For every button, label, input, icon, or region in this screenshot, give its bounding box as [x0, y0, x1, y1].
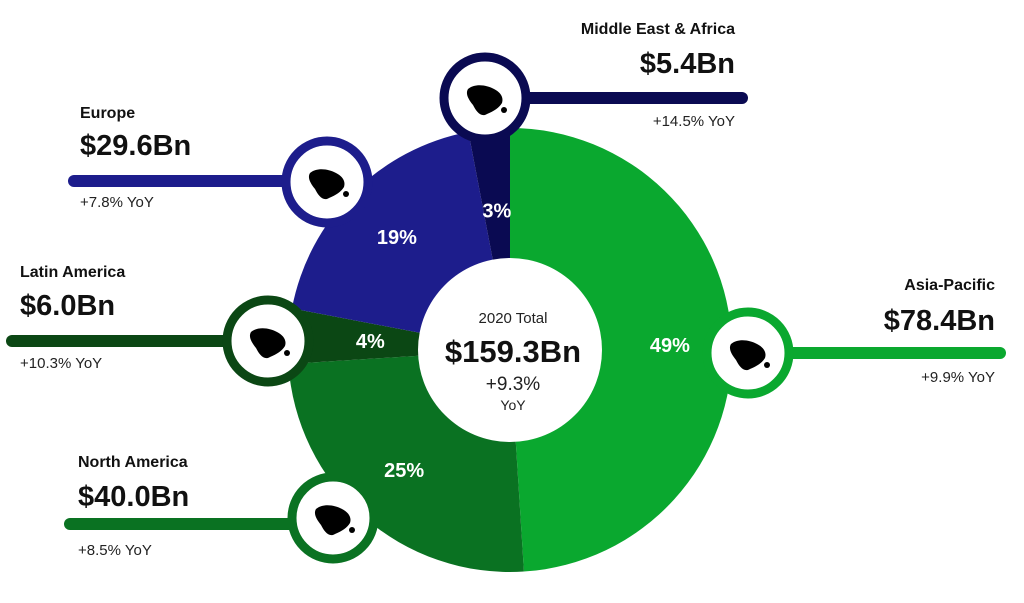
asia-pacific-slice	[510, 128, 732, 572]
south-america-map-icon	[249, 328, 290, 359]
latin-america-badge	[222, 295, 314, 387]
europe-badge	[281, 136, 373, 228]
callout-lines	[6, 92, 1006, 530]
europe-map-icon	[308, 169, 349, 200]
asia-pacific-badge	[702, 307, 794, 399]
north-america-revenue-value: $40.0Bn	[78, 481, 189, 513]
middle-east-and-africa-yoy-growth: +14.5% YoY	[653, 113, 735, 130]
middle-east-and-africa-callout-text: Middle East & Africa $5.4Bn +14.5% YoY	[581, 21, 735, 130]
asia-pacific-revenue-value: $78.4Bn	[884, 305, 995, 337]
europe-revenue-value: $29.6Bn	[80, 130, 191, 162]
africa-map-icon	[466, 85, 507, 116]
asia-pacific-callout-text: Asia-Pacific $78.4Bn +9.9% YoY	[884, 277, 995, 386]
europe-yoy-growth: +7.8% YoY	[80, 194, 154, 211]
latin-america-callout-text: Latin America $6.0Bn +10.3% YoY	[20, 264, 125, 372]
north-america-badge	[287, 472, 379, 564]
middle-east-and-africa-region-name: Middle East & Africa	[581, 21, 735, 38]
slice-labels: 49% 25% 4% 19% 3%	[356, 201, 690, 482]
asia-pacific-yoy-growth: +9.9% YoY	[921, 369, 995, 386]
middle-east-and-africa-percent-label: 3%	[482, 201, 511, 223]
north-america-callout-text: North America $40.0Bn +8.5% YoY	[78, 454, 189, 559]
donut-hole	[418, 258, 602, 442]
latin-america-yoy-growth: +10.3% YoY	[20, 355, 102, 372]
asia-pacific-percent-label: 49%	[650, 335, 690, 357]
region-callouts: Asia-Pacific $78.4Bn +9.9% YoY North Americ…	[20, 21, 995, 559]
donut-slices	[288, 128, 732, 572]
latin-america-revenue-value: $6.0Bn	[20, 290, 115, 322]
north-america-yoy-growth: +8.5% YoY	[78, 542, 152, 559]
asia-pacific-region-name: Asia-Pacific	[904, 277, 995, 294]
center-total-value: $159.3Bn	[445, 334, 581, 369]
europe-region-name: Europe	[80, 105, 135, 122]
center-growth: +9.3%	[486, 374, 541, 395]
north-america-map-icon	[314, 505, 355, 536]
latin-america-region-name: Latin America	[20, 264, 125, 281]
latin-america-percent-label: 4%	[356, 331, 385, 353]
center-summary: 2020 Total $159.3Bn +9.3% YoY	[445, 310, 581, 413]
europe-callout-text: Europe $29.6Bn +7.8% YoY	[80, 105, 191, 211]
center-growth-unit: YoY	[500, 397, 526, 413]
north-america-region-name: North America	[78, 454, 188, 471]
center-title: 2020 Total	[479, 310, 548, 327]
region-badges	[222, 52, 794, 564]
middle-east-and-africa-badge	[439, 52, 531, 144]
middle-east-and-africa-revenue-value: $5.4Bn	[640, 48, 735, 80]
north-america-percent-label: 25%	[384, 460, 424, 482]
asia-pacific-map-icon	[729, 340, 770, 371]
europe-percent-label: 19%	[377, 227, 417, 249]
